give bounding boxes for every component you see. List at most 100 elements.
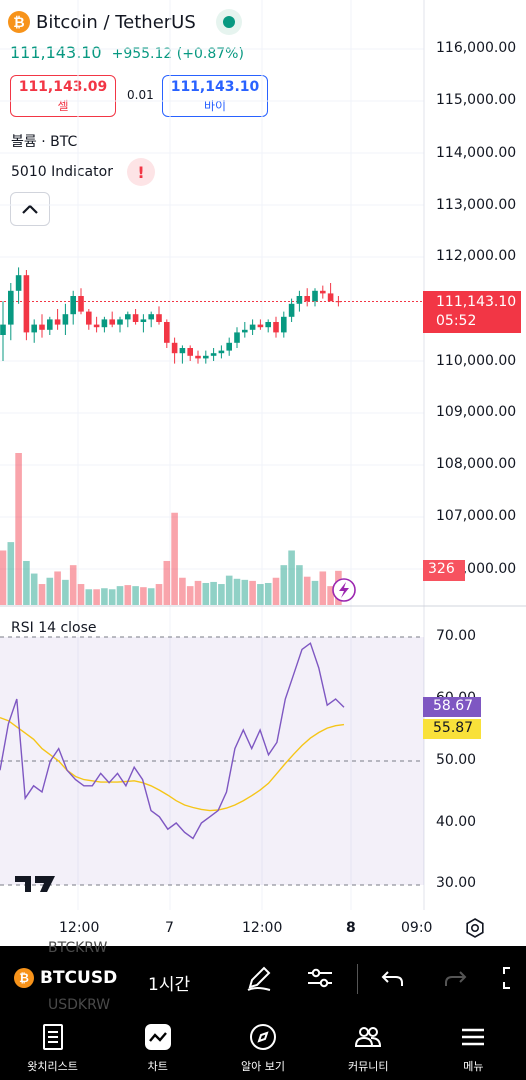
candle-body (156, 314, 162, 322)
time-tick: 7 (165, 920, 174, 936)
candle-body (8, 290, 14, 325)
nav-label: 커뮤니티 (347, 1060, 389, 1073)
volume-bar (30, 573, 38, 605)
price-tick: 114,000.00 (436, 145, 517, 161)
volume-bar (124, 585, 132, 605)
explore-icon (250, 1024, 276, 1050)
volume-bar (0, 550, 7, 605)
volume-bar (179, 577, 186, 605)
price-tick: 115,000.00 (436, 92, 517, 108)
volume-bar (38, 584, 46, 605)
candle-body (78, 296, 84, 312)
tradingview-logo-icon (15, 876, 55, 892)
candle-body (234, 332, 240, 343)
volume-bar (194, 580, 202, 605)
nav-label: 알아 보기 (241, 1060, 285, 1073)
buy-button[interactable]: 111,143.10 바이 (162, 75, 268, 117)
price-tick: 110,000.00 (436, 353, 517, 369)
volume-bar (46, 577, 54, 605)
candle-body (265, 322, 271, 328)
nav-item-menu[interactable]: 메뉴 (421, 1014, 526, 1080)
candle-body (249, 324, 256, 330)
candle-body (203, 355, 209, 359)
last-price: 111,143.10 (10, 43, 102, 62)
volume-bar (272, 577, 280, 605)
volume-legend[interactable]: 볼륨 · BTC (11, 134, 78, 150)
rsi-legend[interactable]: RSI 14 close (11, 620, 97, 636)
volume-bar (225, 575, 233, 605)
volume-bar (288, 550, 295, 605)
nav-item-explore[interactable]: 알아 보기 (210, 1014, 315, 1080)
nav-item-community[interactable]: 커뮤니티 (316, 1014, 421, 1080)
volume-bar (140, 587, 147, 605)
volume-bar (202, 582, 210, 605)
price-tick: 108,000.00 (436, 456, 517, 472)
volume-bar (15, 453, 22, 605)
candle-body (288, 303, 295, 317)
spread-value: 0.01 (127, 88, 154, 102)
collapse-legend-button[interactable] (10, 192, 50, 226)
draw-icon[interactable] (244, 963, 274, 993)
volume-bar (218, 584, 225, 605)
volume-bar (241, 579, 249, 605)
volume-bar (147, 588, 155, 605)
volume-bar (327, 586, 334, 605)
nav-label: 차트 (147, 1060, 168, 1073)
toolbar-divider (357, 964, 358, 994)
symbol-header[interactable]: ₿ Bitcoin / TetherUS (8, 8, 242, 36)
bottom-nav: 왓치리스트 차트 알아 보기 커뮤니티 (0, 1014, 526, 1080)
volume-bar (319, 571, 327, 605)
volume-bar (108, 589, 116, 605)
interval-selector[interactable]: 1시간 (148, 975, 191, 995)
volume-bar (62, 579, 69, 605)
time-tick: 12:00 (59, 920, 100, 936)
bitcoin-icon: ₿ (8, 11, 30, 33)
candle-body (93, 324, 100, 328)
rsi-ma-value-tag: 55.87 (423, 719, 481, 739)
candle-body (23, 275, 30, 333)
candle-body (15, 275, 22, 291)
redo-icon[interactable] (440, 963, 470, 993)
bitcoin-icon: ₿ (14, 968, 34, 988)
candle-body (242, 329, 248, 333)
candle-body (31, 324, 37, 333)
rsi-ma-line (0, 716, 345, 812)
time-tick: 8 (346, 920, 356, 936)
sell-button[interactable]: 111,143.09 셀 (10, 75, 116, 117)
chart-canvas[interactable] (0, 0, 526, 946)
candle-body (335, 301, 342, 303)
volume-bar (7, 542, 15, 605)
price-tick: 107,000.00 (436, 508, 517, 524)
chart-settings-icon[interactable] (464, 917, 486, 939)
symbol-selector[interactable]: ₿ BTCUSD (14, 968, 117, 988)
volume-bar (280, 565, 288, 605)
price-tick: 116,000.00 (436, 40, 517, 56)
community-icon (355, 1027, 382, 1047)
buy-price: 111,143.10 (170, 78, 260, 95)
time-tick: 09:0 (401, 920, 433, 936)
fullscreen-icon[interactable] (500, 963, 526, 993)
indicator-legend[interactable]: 5010 Indicator (11, 164, 113, 180)
nav-item-chart[interactable]: 차트 (105, 1014, 210, 1080)
warning-icon[interactable]: ! (127, 158, 155, 186)
candle-body (273, 322, 279, 333)
candle-body (86, 311, 92, 325)
sell-label: 셀 (57, 98, 69, 113)
nav-item-watchlist[interactable]: 왓치리스트 (0, 1014, 105, 1080)
undo-icon[interactable] (378, 963, 408, 993)
volume-bar (163, 560, 171, 605)
candle-body (226, 342, 232, 351)
volume-bar (186, 586, 194, 605)
price-row: 111,143.10 +955.12 (+0.87%) (10, 43, 244, 62)
candle-body (218, 350, 225, 354)
market-open-icon (215, 9, 242, 35)
candle-body (117, 319, 123, 325)
candle-body (327, 293, 334, 302)
volume-bar (264, 582, 272, 605)
symbol-title: Bitcoin / TetherUS (36, 11, 196, 33)
candle-body (171, 342, 178, 354)
time-tick: 12:00 (242, 920, 283, 936)
rsi-value-tag: 58.67 (423, 697, 481, 717)
symbol-name: BTCUSD (40, 968, 118, 988)
indicators-icon[interactable] (305, 963, 335, 993)
